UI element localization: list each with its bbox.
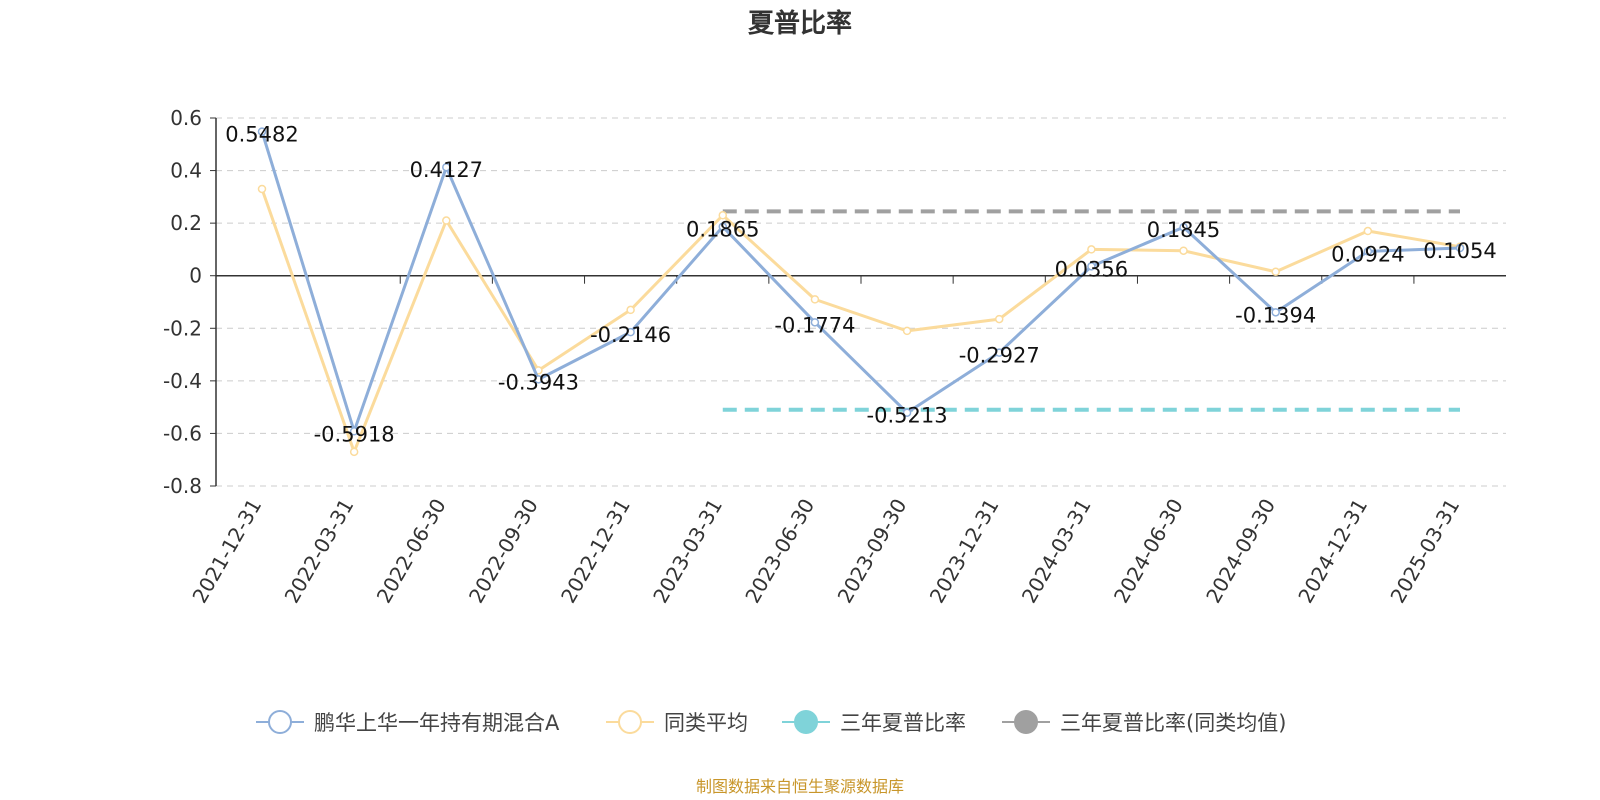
x-tick-label: 2023-09-30 [833, 495, 912, 608]
x-tick-label: 2025-03-31 [1385, 495, 1464, 608]
data-label: 0.1845 [1147, 218, 1220, 242]
x-tick-label: 2024-03-31 [1017, 495, 1096, 608]
data-label: -0.3943 [498, 370, 579, 394]
grid-lines [216, 117, 1506, 487]
y-tick-label: -0.8 [163, 474, 202, 498]
x-tick-label: 2024-09-30 [1201, 495, 1280, 608]
data-label: -0.2146 [590, 323, 671, 347]
y-tick-label: -0.4 [163, 369, 202, 393]
legend-item-1[interactable]: 同类平均 [606, 710, 748, 735]
data-label: 0.1865 [686, 218, 759, 242]
series-point-0 [1455, 243, 1465, 253]
data-label: -0.5213 [867, 404, 948, 428]
series-point-1 [902, 326, 912, 336]
data-label: -0.5918 [314, 422, 395, 446]
series-point-0 [626, 327, 635, 337]
y-tick-label: 0.2 [170, 211, 202, 235]
x-tick-label: 2024-06-30 [1109, 495, 1188, 608]
y-tick-label: 0.4 [170, 159, 202, 183]
y-tick-label: 0.6 [170, 106, 202, 130]
data-label: 0.0356 [1055, 257, 1128, 281]
legend-label: 三年夏普比率 [840, 711, 966, 735]
x-tick-label: 2021-12-31 [187, 495, 266, 608]
x-tick-label: 2023-03-31 [648, 495, 727, 608]
series-point-0 [349, 427, 359, 436]
data-labels: 0.5482 -0.5918 0.4127 -0.3943 -0.2146 0.1865 -… [225, 123, 1496, 447]
legend[interactable]: 鹏华上华一年持有期混合A 同类平均 三年夏普比率 三年夏普比率(同类均值) [256, 710, 1286, 735]
series-point-1 [626, 305, 635, 315]
y-tick-label: -0.2 [163, 316, 202, 340]
legend-item-2[interactable]: 三年夏普比率 [782, 710, 966, 735]
y-axis-ticks: 0.6 0.4 0.2 0 -0.2 -0.4 -0.6 -0.8 [163, 106, 216, 498]
x-tick-label: 2024-12-31 [1293, 495, 1372, 608]
series-point-0 [257, 127, 267, 136]
series-line-0 [260, 131, 1461, 433]
chart-title: 夏普比率 [748, 8, 852, 39]
series-point-1 [442, 216, 451, 225]
x-tick-label: 2022-06-30 [372, 495, 451, 608]
source-note: 制图数据来自恒生聚源数据库 [696, 777, 904, 796]
data-label: 0.5482 [225, 123, 298, 147]
data-label: 0.1054 [1423, 239, 1496, 263]
legend-item-0[interactable]: 鹏华上华一年持有期混合A [256, 710, 560, 735]
series-point-1 [1363, 226, 1373, 236]
series-point-1 [994, 314, 1004, 324]
series-lines [257, 127, 1465, 457]
data-label: 0.4127 [410, 158, 483, 182]
x-tick-label: 2023-12-31 [925, 494, 1004, 607]
y-tick-label: 0 [189, 264, 202, 288]
legend-marker-icon [1014, 710, 1038, 734]
legend-label: 鹏华上华一年持有期混合A [314, 711, 560, 735]
data-label: -0.2927 [959, 344, 1040, 368]
x-tick-label: 2022-12-31 [556, 495, 635, 608]
x-tick-label: 2023-06-30 [740, 495, 819, 608]
reference-lines [722, 209, 1460, 412]
x-tick-label: 2022-03-31 [280, 495, 359, 608]
legend-label: 同类平均 [664, 711, 748, 735]
series-point-0 [1087, 262, 1096, 271]
series-point-0 [442, 162, 451, 172]
legend-marker-icon [618, 710, 642, 734]
x-tick-label: 2022-09-30 [464, 495, 543, 608]
series-point-0 [718, 222, 728, 231]
data-label: -0.1774 [774, 313, 855, 337]
series-point-0 [1179, 222, 1188, 232]
series-point-0 [902, 408, 912, 417]
series-point-1 [810, 295, 820, 304]
series-point-0 [1271, 308, 1280, 317]
series-point-1 [718, 211, 728, 220]
series-line-1 [260, 188, 1461, 454]
series-point-1 [1087, 245, 1096, 254]
legend-item-3[interactable]: 三年夏普比率(同类均值) [1002, 710, 1286, 735]
legend-label: 三年夏普比率(同类均值) [1060, 711, 1286, 735]
data-label: -0.1394 [1235, 303, 1316, 327]
series-point-0 [994, 348, 1004, 357]
series-point-1 [257, 184, 267, 194]
series-point-1 [1179, 246, 1188, 255]
series-point-0 [810, 318, 820, 327]
series-point-1 [1271, 267, 1280, 277]
legend-marker-icon [268, 710, 292, 734]
y-tick-label: -0.6 [163, 421, 202, 445]
legend-marker-icon [794, 710, 818, 734]
series-point-0 [534, 375, 543, 384]
series-point-1 [349, 447, 359, 457]
data-label: 0.0924 [1331, 242, 1404, 266]
series-point-0 [1363, 247, 1373, 256]
